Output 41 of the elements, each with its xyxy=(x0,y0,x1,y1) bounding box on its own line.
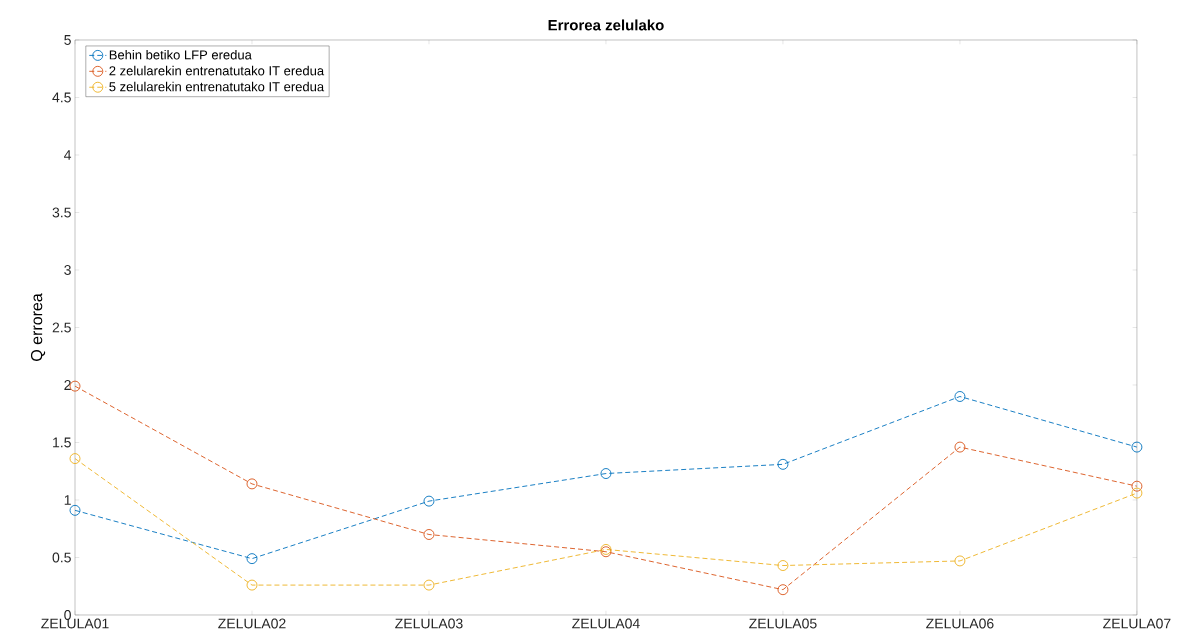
point xyxy=(777,584,789,596)
point xyxy=(777,560,789,571)
y-tick-label: 1.5 xyxy=(53,437,71,448)
point xyxy=(777,458,789,470)
legend-label: 5 zelularekin entrenatutako IT eredua xyxy=(109,81,325,92)
point xyxy=(246,553,258,565)
point xyxy=(423,495,435,507)
point xyxy=(1131,480,1143,492)
y-tick-label: 0.5 xyxy=(52,552,71,563)
y-tick-label: 5 xyxy=(64,35,71,45)
point xyxy=(423,579,435,591)
point xyxy=(1131,487,1143,499)
point xyxy=(600,468,612,479)
point xyxy=(69,504,81,516)
y-tick-label: 4 xyxy=(64,150,72,160)
x-tick-label: ZELULA06 xyxy=(926,618,994,629)
point xyxy=(954,391,966,402)
y-tick-label: 3.5 xyxy=(52,207,71,218)
x-tick-label: ZELULA02 xyxy=(218,618,286,629)
y-tick-label: 2.5 xyxy=(52,322,71,333)
y-tick-label: 4.5 xyxy=(52,92,71,103)
x-tick-label: ZELULA04 xyxy=(572,618,640,629)
point xyxy=(423,529,435,540)
point xyxy=(954,555,966,567)
point xyxy=(954,441,966,453)
x-tick-label: ZELULA05 xyxy=(749,618,817,629)
legend-label: Behin betiko LFP eredua xyxy=(109,49,252,60)
x-tick-label: ZELULA01 xyxy=(41,618,109,629)
y-tick-label: 2 xyxy=(64,380,71,390)
chart-title: Errorea zelulako xyxy=(548,19,664,31)
y-tick-label: 1 xyxy=(64,495,71,505)
y-tick-label: 3 xyxy=(64,265,71,275)
legend-label: 2 zelularekin entrenatutako IT eredua xyxy=(109,65,325,76)
x-tick-label: ZELULA07 xyxy=(1103,618,1171,629)
point xyxy=(1131,441,1143,453)
y-axis-title: Q errorea xyxy=(30,293,46,361)
point xyxy=(246,478,258,490)
point xyxy=(246,579,258,591)
x-tick-label: ZELULA03 xyxy=(395,618,463,629)
point xyxy=(69,453,81,465)
y-tick-label: 0 xyxy=(64,610,71,620)
